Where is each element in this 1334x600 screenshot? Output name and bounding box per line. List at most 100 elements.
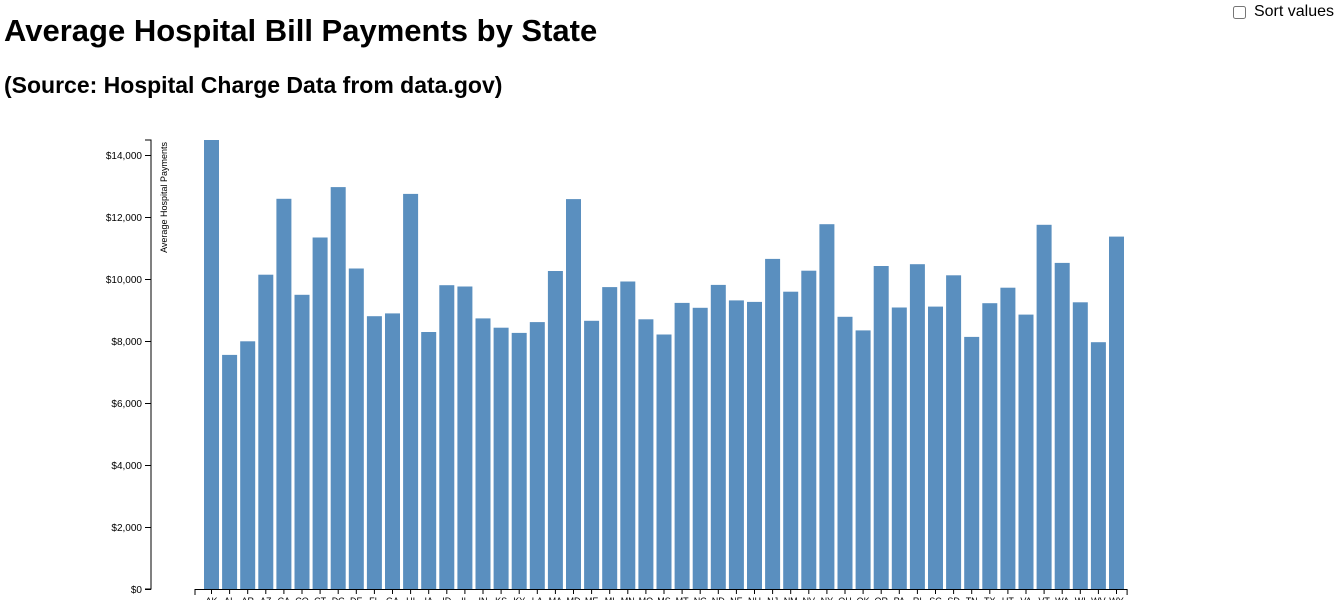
bar-pa: [891, 307, 907, 589]
x-tick-label: MT: [676, 596, 689, 600]
bar-al: [222, 354, 238, 589]
x-tick-label: SD: [947, 596, 960, 600]
x-tick-label: MD: [567, 596, 581, 600]
x-tick-label: VA: [1020, 596, 1031, 600]
y-tick-label: $4,000: [111, 461, 142, 472]
x-tick-label: NC: [694, 596, 707, 600]
bar-sc: [928, 306, 943, 589]
x-axis-line: [194, 589, 1128, 595]
bar-nj: [765, 258, 781, 589]
bar-or: [873, 266, 889, 589]
bar-ut: [1000, 287, 1016, 589]
x-tick-label: WY: [1109, 596, 1124, 600]
bar-ri: [909, 264, 925, 589]
bar-wi: [1072, 302, 1088, 589]
y-axis-title: Average Hospital Payments: [159, 142, 169, 253]
x-tick-label: LA: [532, 596, 543, 600]
x-tick-label: NV: [803, 596, 816, 600]
x-tick-label: MO: [639, 596, 654, 600]
x-tick-label: DE: [350, 596, 363, 600]
bar-me: [584, 320, 600, 589]
x-tick-label: MS: [657, 596, 671, 600]
bar-ma: [547, 271, 563, 589]
bar-mt: [674, 302, 690, 589]
bar-id: [439, 285, 455, 589]
x-tick-label: HI: [406, 596, 415, 600]
x-tick-label: AZ: [260, 596, 272, 600]
x-tick-label: PA: [894, 596, 905, 600]
bar-mn: [620, 281, 636, 589]
bar-ny: [819, 224, 835, 589]
x-tick-label: SC: [929, 596, 942, 600]
bar-de: [348, 268, 364, 589]
bar-ga: [385, 313, 400, 589]
x-tick-label: AK: [205, 596, 217, 600]
sort-checkbox[interactable]: [1232, 5, 1246, 19]
x-tick-label: MN: [621, 596, 635, 600]
x-tick-label: RI: [913, 596, 922, 600]
x-tick-label: KY: [513, 596, 525, 600]
bar-nc: [692, 307, 708, 589]
bar-fl: [366, 316, 382, 589]
y-tick-label: $14,000: [106, 151, 143, 162]
bar-nv: [801, 270, 817, 589]
x-tick-label: VT: [1038, 596, 1050, 600]
x-tick-label: DC: [332, 596, 345, 600]
x-tick-label: TN: [966, 596, 978, 600]
sort-label: Sort values: [1253, 3, 1334, 20]
page-subtitle: (Source: Hospital Charge Data from data.…: [4, 72, 503, 98]
y-tick-label: $12,000: [106, 213, 143, 224]
bar-va: [1018, 314, 1034, 589]
bar-dc: [330, 187, 346, 589]
bar-nd: [710, 284, 726, 589]
x-tick-label: OH: [838, 596, 852, 600]
x-tick-label: AR: [241, 596, 254, 600]
x-tick-label: IL: [461, 596, 469, 600]
y-tick-label: $6,000: [111, 399, 142, 410]
bar-ca: [276, 198, 292, 590]
x-tick-label: MI: [605, 596, 615, 600]
x-tick-label: NY: [821, 596, 834, 600]
bar-ok: [855, 330, 871, 589]
x-tick-label: MA: [549, 596, 563, 600]
bar-il: [457, 286, 473, 589]
bar-ak: [204, 140, 219, 589]
bar-hi: [403, 193, 419, 589]
bar-wy: [1109, 236, 1124, 589]
bar-wv: [1090, 342, 1106, 589]
x-tick-label: GA: [386, 596, 399, 600]
x-tick-label: CA: [278, 596, 291, 600]
x-tick-label: CT: [314, 596, 326, 600]
x-tick-label: OK: [857, 596, 870, 600]
x-tick-label: NJ: [767, 596, 778, 600]
y-tick-label: $10,000: [106, 275, 143, 286]
x-tick-label: UT: [1002, 596, 1014, 600]
bar-sd: [946, 275, 962, 589]
x-tick-label: KS: [495, 596, 507, 600]
bar-ne: [728, 300, 744, 589]
bar-ms: [656, 334, 672, 589]
x-tick-label: WV: [1091, 596, 1106, 600]
bar-oh: [837, 316, 853, 589]
x-tick-label: WA: [1055, 596, 1069, 600]
bar-tn: [964, 336, 980, 589]
x-tick-label: IA: [424, 596, 433, 600]
bar-vt: [1036, 224, 1052, 590]
bar-la: [529, 322, 545, 589]
bar-md: [566, 199, 581, 589]
bar-ar: [240, 341, 256, 589]
sort-toggle[interactable]: Sort values: [1232, 3, 1334, 21]
bar-ct: [312, 237, 328, 589]
x-tick-label: ME: [585, 596, 599, 600]
bar-co: [294, 294, 310, 589]
x-tick-label: TX: [984, 596, 996, 600]
x-tick-label: AL: [224, 596, 235, 600]
bar-in: [475, 318, 491, 589]
x-tick-label: ID: [442, 596, 452, 600]
bar-wa: [1054, 262, 1070, 589]
x-tick-label: OR: [874, 596, 888, 600]
bar-mi: [602, 287, 618, 589]
x-tick-label: IN: [479, 596, 488, 600]
bar-nm: [783, 291, 799, 589]
